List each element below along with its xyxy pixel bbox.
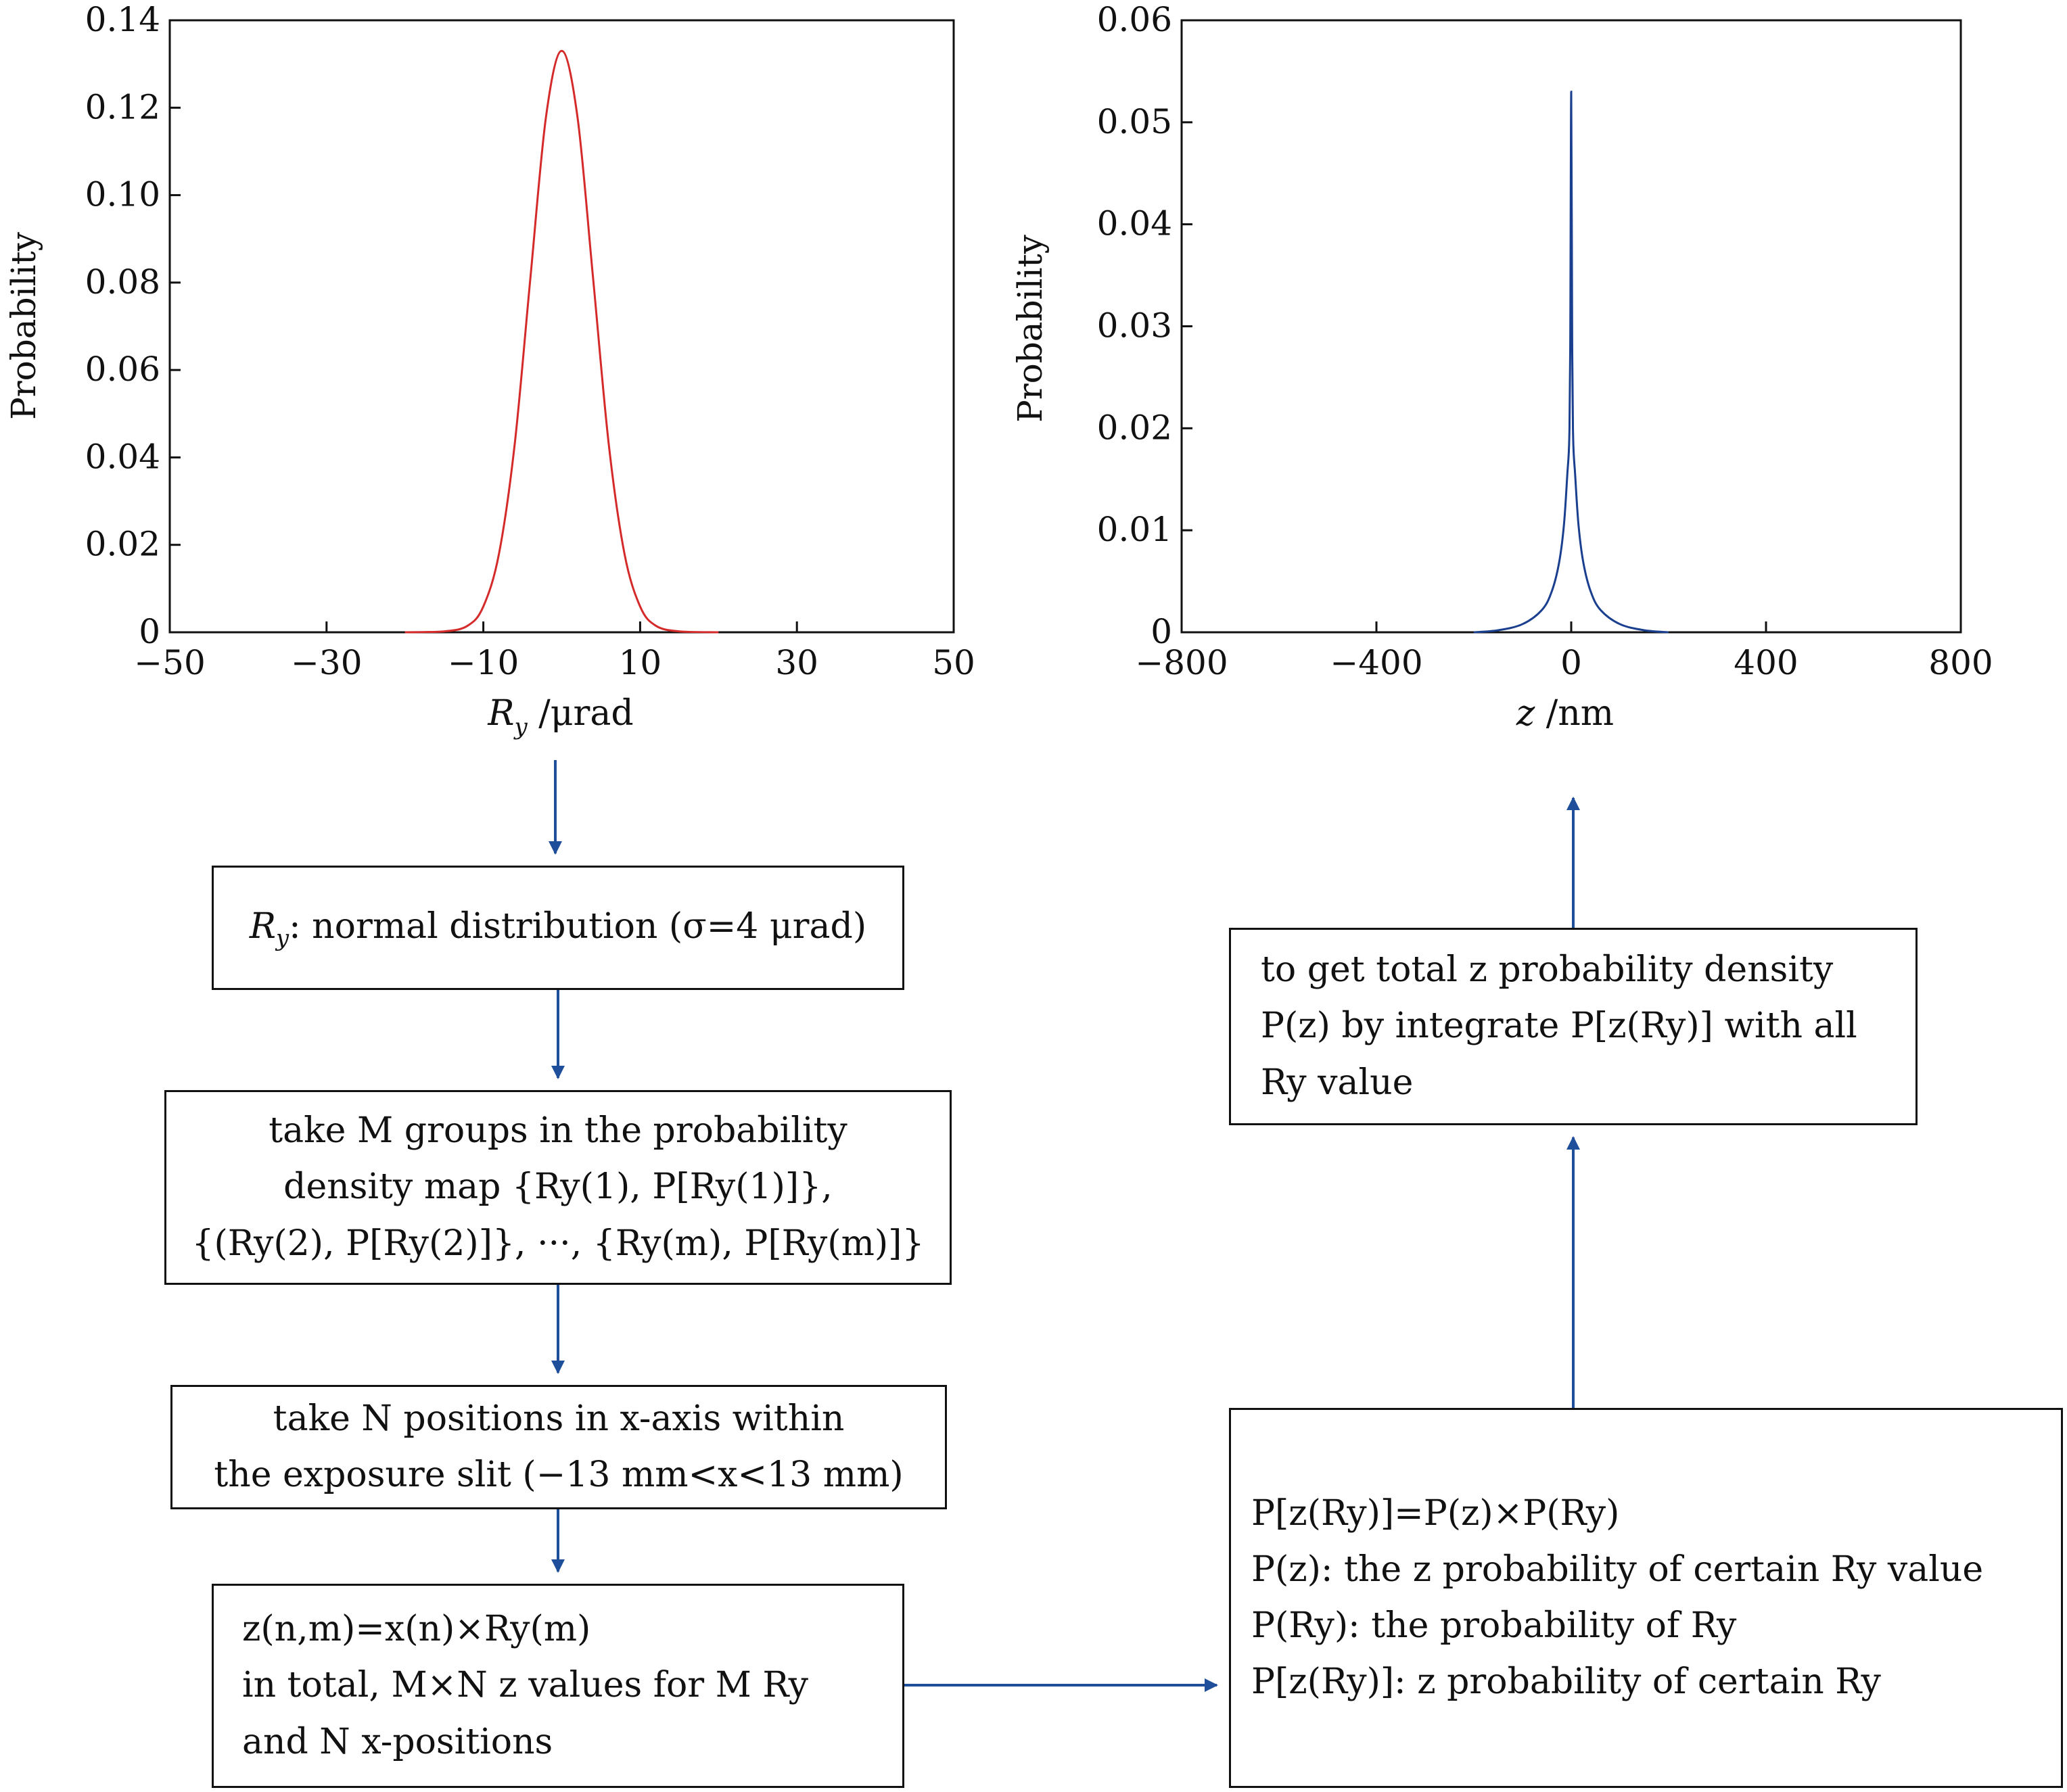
right-xtick-label: 0: [1560, 643, 1582, 682]
x-axis-label-right-unit: /nm: [1535, 693, 1614, 734]
y-axis-ticks-right: 0 0.01 0.02 0.03 0.04 0.05 0.06: [1097, 0, 1192, 651]
left-xtick-label: −50: [134, 643, 206, 682]
box5-line2: P(z): the z probability of certain Ry va…: [1251, 1549, 1984, 1590]
box3-line1: take N positions in x-axis within: [273, 1398, 845, 1439]
right-xtick-label: 400: [1734, 643, 1798, 682]
box-z-values: z(n,m)=x(n)×Ry(m) in total, M×N z values…: [212, 1584, 904, 1788]
right-ytick-label: 0.03: [1097, 306, 1172, 346]
x-axis-ticks-left: −50 −30 −10 10 30 50: [134, 621, 975, 682]
left-ytick-label: 0.14: [85, 0, 160, 39]
box5-line3: P(Ry): the probability of Ry: [1251, 1605, 1737, 1646]
box6-line3: Ry value: [1261, 1062, 1414, 1103]
right-xtick-label: −800: [1135, 643, 1228, 682]
series-line-z: [1473, 90, 1669, 634]
x-axis-label-left-symbol: R: [487, 693, 514, 734]
right-ytick-label: 0.04: [1097, 204, 1172, 243]
right-xtick-label: 800: [1928, 643, 1993, 682]
box1-symbol: R: [249, 906, 277, 947]
box4-line2: in total, M×N z values for M Ry: [242, 1665, 809, 1706]
box5-line1: P[z(Ry)]=P(z)×P(Ry): [1251, 1492, 1620, 1534]
box1-text: : normal distribution (σ=4 μrad): [289, 906, 867, 947]
chart-z-distribution: 0 0.01 0.02 0.03 0.04 0.05 0.06 −800 −400 0 400 80…: [1011, 0, 1993, 734]
box1-line: Ry: normal distribution (σ=4 μrad): [250, 899, 866, 956]
x-axis-label-left-unit: /μrad: [528, 693, 634, 734]
left-ytick-label: 0: [139, 612, 160, 651]
box6-line1: to get total z probability density: [1261, 949, 1834, 991]
box5-line4: P[z(Ry)]: z probability of certain Ry: [1251, 1661, 1881, 1703]
right-xtick-label: −400: [1330, 643, 1422, 682]
y-axis-ticks-left: 0 0.02 0.04 0.06 0.08 0.10 0.12 0.14: [85, 0, 181, 651]
left-xtick-label: −10: [448, 643, 519, 682]
series-line-ry: [404, 49, 719, 634]
plot-frame-left: [168, 19, 955, 634]
y-axis-label-right: Probability: [1011, 234, 1050, 423]
box4-line3: and N x-positions: [242, 1721, 553, 1762]
left-ytick-label: 0.02: [85, 525, 160, 564]
box3-line2: the exposure slit (−13 mm<x<13 mm): [214, 1455, 904, 1495]
left-ytick-label: 0.12: [85, 87, 160, 126]
box2-line1: take M groups in the probability: [269, 1110, 847, 1152]
right-ytick-label: 0.01: [1097, 510, 1172, 549]
left-xtick-label: 50: [932, 643, 975, 682]
left-ytick-label: 0.04: [85, 437, 160, 476]
box-take-m-groups: take M groups in the probability density…: [164, 1090, 952, 1285]
x-axis-label-right: z /nm: [1516, 693, 1614, 734]
x-axis-label-left: Ry /μrad: [487, 693, 633, 740]
box-probability-definitions: P[z(Ry)]=P(z)×P(Ry) P(z): the z probabil…: [1229, 1408, 2063, 1788]
flow-arrows: [549, 760, 1580, 1692]
right-ytick-label: 0.05: [1097, 102, 1172, 141]
box2-line2: density map {Ry(1), P[Ry(1)]},: [283, 1166, 833, 1208]
x-axis-ticks-right: −800 −400 0 400 800: [1135, 621, 1993, 682]
left-xtick-label: −30: [291, 643, 363, 682]
box1-sub: y: [276, 924, 289, 951]
left-xtick-label: 30: [775, 643, 818, 682]
left-ytick-label: 0.08: [85, 262, 160, 302]
box4-line1: z(n,m)=x(n)×Ry(m): [242, 1609, 591, 1650]
y-axis-label-left: Probability: [4, 231, 43, 420]
left-ytick-label: 0.06: [85, 350, 160, 389]
box2-line3: {(Ry(2), P[Ry(2)]}, ···, {Ry(m), P[Ry(m)…: [191, 1223, 925, 1264]
box-take-n-positions: take N positions in x-axis within the ex…: [170, 1385, 947, 1509]
x-axis-label-left-sub: y: [513, 713, 528, 740]
right-ytick-label: 0.02: [1097, 408, 1172, 447]
box-total-z-density: to get total z probability density P(z) …: [1229, 928, 1918, 1125]
right-ytick-label: 0.06: [1097, 0, 1172, 39]
left-ytick-label: 0.10: [85, 175, 160, 214]
left-xtick-label: 10: [619, 643, 662, 682]
right-ytick-label: 0: [1151, 612, 1172, 651]
x-axis-label-right-symbol: z: [1516, 693, 1535, 734]
chart-ry-distribution: 0 0.02 0.04 0.06 0.08 0.10 0.12 0.14 −50 −30 −10 1…: [4, 0, 975, 740]
box-normal-distribution: Ry: normal distribution (σ=4 μrad): [212, 866, 904, 990]
box6-line2: P(z) by integrate P[z(Ry)] with all: [1261, 1006, 1857, 1047]
